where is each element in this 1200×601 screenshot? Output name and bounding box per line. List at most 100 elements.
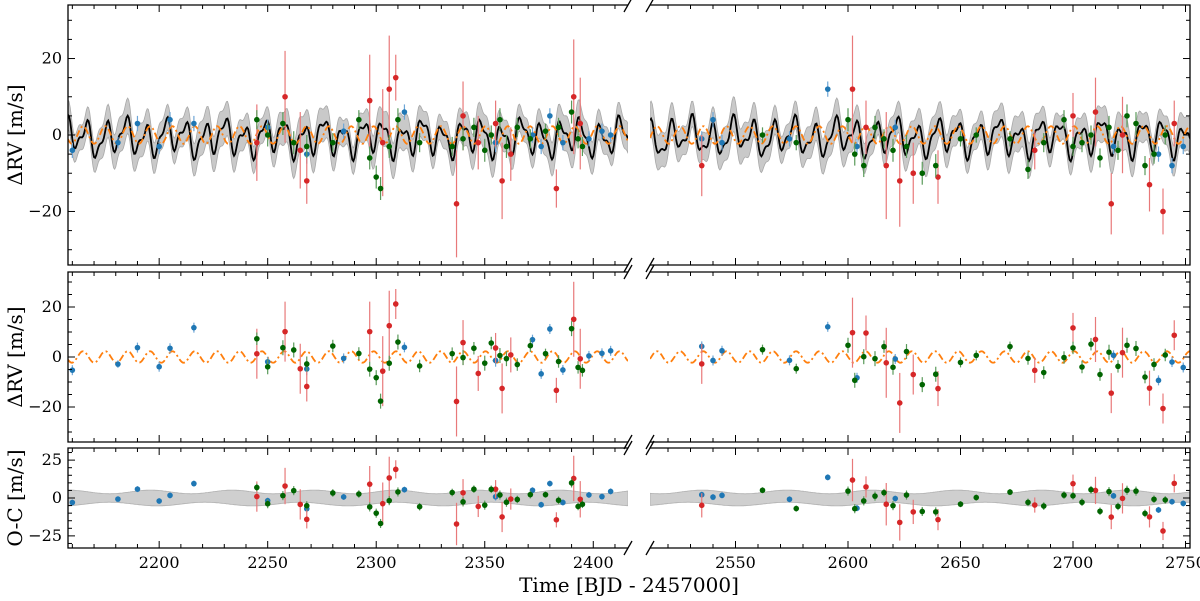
data-point bbox=[1025, 166, 1031, 173]
data-point bbox=[849, 329, 856, 336]
data-point bbox=[553, 185, 560, 192]
data-point bbox=[115, 361, 121, 367]
axis-break-mark bbox=[623, 0, 632, 13]
data-point bbox=[1124, 342, 1130, 349]
data-point bbox=[379, 500, 386, 507]
data-point bbox=[860, 353, 867, 360]
data-point bbox=[330, 490, 336, 496]
residual-band bbox=[68, 489, 628, 507]
data-point bbox=[507, 151, 514, 157]
data-point bbox=[167, 116, 173, 123]
data-point bbox=[191, 120, 197, 127]
data-point bbox=[1180, 143, 1187, 150]
data-point bbox=[488, 486, 495, 493]
data-point bbox=[872, 124, 878, 131]
data-point bbox=[793, 139, 800, 146]
data-point bbox=[449, 489, 455, 496]
data-point bbox=[1169, 162, 1175, 169]
data-point bbox=[1162, 497, 1169, 503]
data-point bbox=[401, 486, 408, 493]
data-point bbox=[845, 116, 851, 123]
data-point bbox=[280, 492, 286, 499]
data-point bbox=[1070, 325, 1076, 331]
data-point bbox=[1097, 371, 1103, 378]
data-point bbox=[1160, 405, 1166, 412]
data-point bbox=[896, 519, 903, 526]
data-point bbox=[881, 343, 887, 350]
data-point bbox=[1133, 120, 1139, 127]
data-point bbox=[492, 345, 499, 351]
data-point bbox=[395, 489, 401, 495]
data-points bbox=[69, 35, 1187, 546]
y-tick-label: −25 bbox=[28, 526, 62, 545]
data-point bbox=[910, 371, 917, 378]
data-point bbox=[69, 499, 76, 506]
data-point bbox=[366, 481, 373, 487]
data-point bbox=[475, 139, 482, 146]
x-tick-label: 2550 bbox=[715, 553, 756, 572]
data-point bbox=[793, 505, 800, 512]
data-point bbox=[851, 377, 858, 384]
data-point bbox=[1070, 345, 1076, 351]
data-point bbox=[453, 398, 460, 405]
data-point bbox=[851, 151, 858, 157]
data-point bbox=[356, 350, 362, 357]
y-axis-label: ΔRV [m/s] bbox=[3, 306, 27, 407]
data-point bbox=[568, 480, 575, 486]
data-point bbox=[932, 509, 939, 515]
data-point bbox=[386, 475, 393, 481]
data-point bbox=[1061, 116, 1067, 123]
data-point bbox=[607, 132, 614, 138]
data-point bbox=[570, 316, 577, 323]
data-point bbox=[698, 502, 705, 509]
data-point bbox=[570, 475, 577, 482]
data-point bbox=[710, 116, 716, 123]
data-point bbox=[395, 339, 401, 345]
data-point bbox=[115, 496, 121, 502]
data-point bbox=[282, 328, 288, 335]
data-point bbox=[392, 74, 399, 81]
data-point bbox=[1007, 136, 1013, 142]
data-point bbox=[340, 355, 347, 362]
data-point bbox=[1031, 147, 1038, 154]
data-point bbox=[254, 335, 260, 342]
data-point bbox=[303, 143, 310, 150]
data-point bbox=[134, 120, 141, 127]
axis-break-mark bbox=[623, 440, 633, 456]
data-point bbox=[290, 347, 297, 353]
data-point bbox=[373, 510, 380, 516]
data-point bbox=[973, 352, 980, 359]
x-tick-label: 2250 bbox=[247, 553, 288, 572]
data-point bbox=[460, 339, 466, 346]
data-point bbox=[890, 364, 896, 371]
data-point bbox=[392, 301, 399, 307]
data-point bbox=[577, 355, 584, 362]
data-point bbox=[386, 360, 393, 367]
data-point bbox=[1119, 132, 1126, 138]
data-point bbox=[957, 136, 964, 142]
data-point bbox=[481, 147, 488, 154]
data-point bbox=[560, 367, 566, 373]
data-point bbox=[453, 201, 460, 207]
data-point bbox=[1108, 390, 1115, 396]
data-point bbox=[1061, 354, 1067, 361]
data-point bbox=[1092, 336, 1099, 343]
data-point bbox=[719, 492, 725, 499]
data-point bbox=[1115, 147, 1121, 154]
axis-ticks bbox=[68, 5, 1190, 548]
residual-band bbox=[650, 489, 1190, 507]
data-point bbox=[134, 344, 141, 351]
data-point bbox=[1040, 369, 1047, 376]
data-point bbox=[529, 487, 536, 494]
data-point bbox=[759, 132, 766, 138]
data-point bbox=[471, 486, 477, 493]
data-point bbox=[499, 514, 505, 520]
data-point bbox=[1162, 132, 1169, 138]
data-point bbox=[460, 489, 466, 496]
data-point bbox=[416, 503, 423, 510]
data-point bbox=[824, 86, 831, 92]
data-point bbox=[1088, 341, 1094, 347]
data-point bbox=[575, 364, 581, 371]
data-point bbox=[514, 496, 521, 503]
y-tick-label: 0 bbox=[52, 347, 62, 366]
